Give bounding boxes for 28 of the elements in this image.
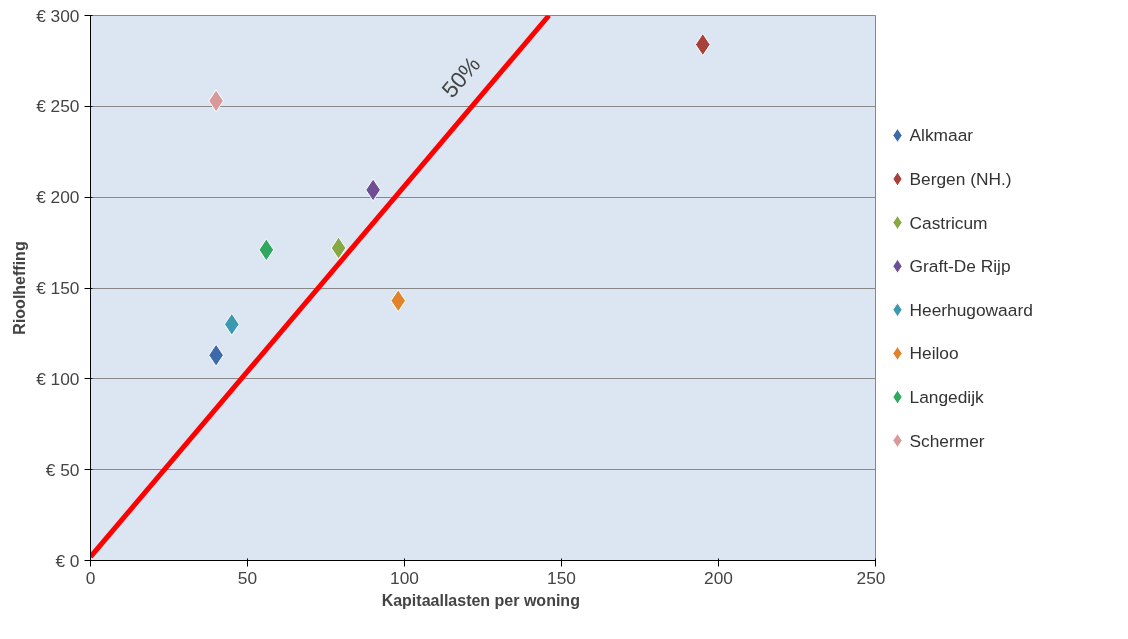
point	[258, 238, 275, 262]
legend-label: Langedijk	[909, 387, 985, 407]
point	[330, 236, 347, 260]
legend-label: Castricum	[909, 212, 988, 233]
point	[694, 33, 711, 57]
x-tick-label: 150	[547, 567, 576, 588]
x-tick-label: 100	[390, 567, 419, 588]
x-tick-label: 50	[237, 567, 258, 588]
point	[390, 289, 407, 313]
y-tick-label: € 250	[36, 96, 80, 117]
x-tick-label: 250	[856, 567, 886, 588]
x-axis-title: Kapitaallasten per woning	[381, 591, 580, 609]
y-tick-label: € 300	[36, 5, 80, 26]
y-axis-title: Rioolheffing	[11, 241, 29, 335]
x-tick-label: 0	[85, 567, 96, 588]
y-tick-label: € 50	[45, 459, 80, 480]
legend-label: Heerhugowaard	[909, 299, 1033, 320]
y-tick-label: € 150	[36, 278, 80, 298]
legend-label: Heiloo	[909, 343, 959, 364]
point	[223, 312, 240, 336]
legend-label: Graft-De Rijp	[909, 256, 1011, 277]
legend-label: Schermer	[909, 430, 985, 451]
legend-label: Bergen (NH.)	[909, 169, 1012, 189]
legend-label: Alkmaar	[909, 125, 974, 146]
y-tick-label: € 0	[55, 550, 80, 571]
y-tick-label: € 100	[36, 368, 80, 389]
y-tick-label: € 200	[36, 187, 80, 208]
x-tick-label: 200	[704, 567, 733, 588]
